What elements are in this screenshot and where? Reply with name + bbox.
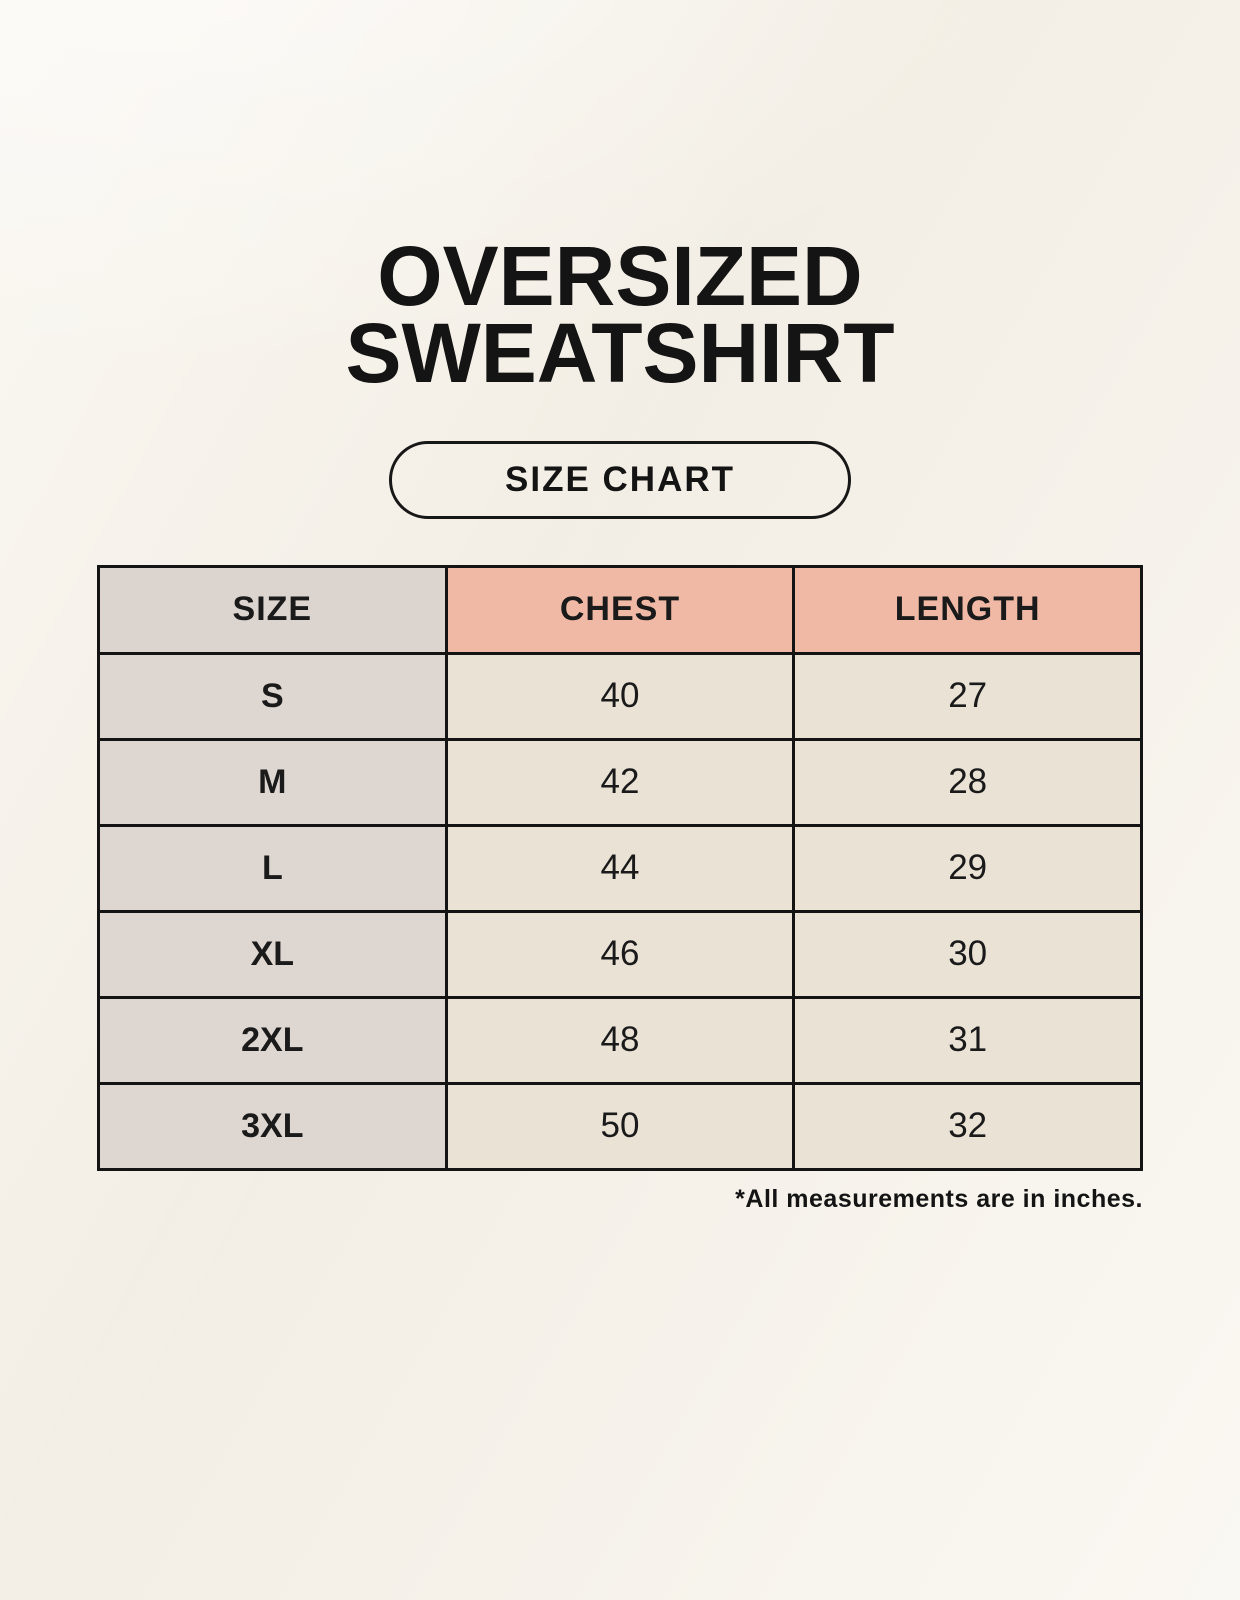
size-label-cell: XL xyxy=(97,909,448,999)
table-header-row: SIZE CHEST LENGTH xyxy=(97,564,1143,655)
size-label-cell: 2XL xyxy=(97,995,448,1085)
table-row: M 42 28 xyxy=(97,737,1143,827)
length-value-cell: 29 xyxy=(792,823,1143,913)
size-label-cell: M xyxy=(97,737,448,827)
size-table: SIZE CHEST LENGTH S 40 27 M 42 28 L 44 2… xyxy=(97,564,1143,1171)
size-label-cell: L xyxy=(97,823,448,913)
page-title: OVERSIZED SWEATSHIRT xyxy=(0,0,1240,395)
chest-value-cell: 42 xyxy=(444,737,796,827)
column-header-length: LENGTH xyxy=(792,564,1143,655)
size-label-cell: 3XL xyxy=(97,1081,448,1171)
length-value-cell: 27 xyxy=(792,651,1143,741)
length-value-cell: 28 xyxy=(792,737,1143,827)
column-header-chest: CHEST xyxy=(444,564,796,655)
table-row: S 40 27 xyxy=(97,651,1143,741)
table-row: L 44 29 xyxy=(97,823,1143,913)
chest-value-cell: 48 xyxy=(444,995,796,1085)
length-value-cell: 32 xyxy=(792,1081,1143,1171)
chest-value-cell: 46 xyxy=(444,909,796,999)
length-value-cell: 30 xyxy=(792,909,1143,999)
table-row: XL 46 30 xyxy=(97,909,1143,999)
table-row: 3XL 50 32 xyxy=(97,1081,1143,1171)
chest-value-cell: 50 xyxy=(444,1081,796,1171)
chest-value-cell: 40 xyxy=(444,651,796,741)
size-chart-badge: SIZE CHART xyxy=(389,440,851,519)
table-row: 2XL 48 31 xyxy=(97,995,1143,1085)
measurement-note: *All measurements are in inches. xyxy=(735,1184,1143,1213)
length-value-cell: 31 xyxy=(792,995,1143,1085)
chest-value-cell: 44 xyxy=(444,823,796,913)
page-title-line1: OVERSIZED xyxy=(377,229,863,323)
column-header-size: SIZE xyxy=(97,564,448,655)
size-chart-badge-label: SIZE CHART xyxy=(505,459,735,499)
page-title-line2: SWEATSHIRT xyxy=(345,306,895,401)
size-label-cell: S xyxy=(97,651,448,741)
